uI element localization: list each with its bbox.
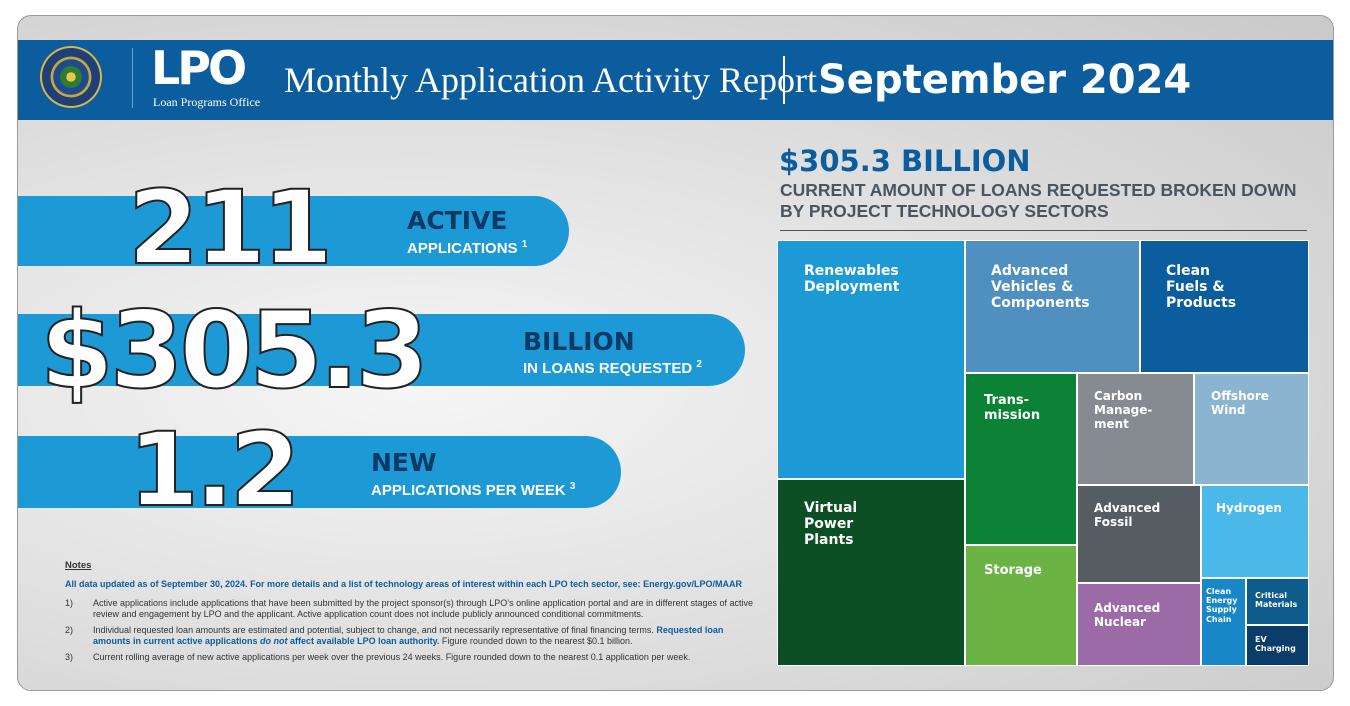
note-highlight: Requested loan amounts in current active…: [93, 625, 724, 646]
note-text: Figure rounded down to the nearest $0.1 …: [439, 636, 633, 646]
stat-pill-new: [18, 436, 621, 508]
stat-value-new: 1.2: [127, 411, 302, 530]
tile-clean-fuels: Clean Fuels & Products: [1140, 240, 1309, 373]
stat-pill-billion: [18, 314, 745, 386]
tile-virtual-power-plants: Virtual Power Plants: [777, 479, 965, 666]
notes-section: Notes All data updated as of September 3…: [65, 560, 755, 668]
tile-ev-charging: EV Charging: [1246, 625, 1309, 666]
treemap-amount: $305.3 BILLION: [779, 144, 1031, 178]
header-divider: [783, 56, 785, 104]
lpo-logo: LPO: [151, 41, 247, 95]
tile-clean-energy-supply-chain: Clean Energy Supply Chain: [1201, 578, 1246, 666]
note-text: Current rolling average of new active ap…: [93, 652, 691, 662]
stat-headline-new: NEW: [371, 448, 437, 477]
tile-advanced-vehicles: Advanced Vehicles & Components: [965, 240, 1140, 373]
stat-value-billion: $305.3: [39, 289, 430, 412]
note-text: Active applications include applications…: [93, 598, 754, 619]
treemap-rule: [780, 230, 1307, 231]
note-number: 1): [65, 598, 74, 608]
note-number: 3): [65, 652, 74, 662]
tile-hydrogen: Hydrogen: [1201, 485, 1309, 578]
note-text: Individual requested loan amounts are es…: [93, 625, 657, 635]
tile-renewables-deployment: Renewables Deployment: [777, 240, 965, 479]
stat-headline-active: ACTIVE: [407, 206, 508, 235]
tile-critical-materials: Critical Materials: [1246, 578, 1309, 625]
notes-title: Notes: [65, 560, 92, 571]
tile-carbon-management: Carbon Manage- ment: [1077, 373, 1194, 485]
tile-advanced-fossil: Advanced Fossil: [1077, 485, 1201, 583]
report-card: LPO Loan Programs Office Monthly Applica…: [17, 15, 1334, 691]
note-item: 3) Current rolling average of new active…: [65, 652, 755, 663]
stat-label-new: APPLICATIONS PER WEEK 3: [371, 481, 576, 499]
tile-advanced-nuclear: Advanced Nuclear: [1077, 583, 1201, 666]
tile-transmission: Trans- mission: [965, 373, 1077, 545]
header-divider: [132, 48, 133, 108]
stat-label-active: APPLICATIONS 1: [407, 239, 528, 257]
tile-storage: Storage: [965, 545, 1077, 666]
notes-intro: All data updated as of September 30, 202…: [65, 579, 743, 589]
treemap-description: CURRENT AMOUNT OF LOANS REQUESTED BROKEN…: [780, 180, 1297, 221]
doe-seal-icon: [40, 46, 102, 108]
lpo-logo-subtitle: Loan Programs Office: [153, 95, 261, 109]
stat-label-billion: IN LOANS REQUESTED 2: [523, 359, 702, 377]
report-title: Monthly Application Activity Report: [284, 60, 817, 100]
note-item: 1) Active applications include applicati…: [65, 598, 755, 620]
sector-treemap: Renewables Deployment Virtual Power Plan…: [777, 240, 1309, 666]
stat-value-active: 211: [127, 169, 334, 288]
tile-offshore-wind: Offshore Wind: [1194, 373, 1309, 485]
note-number: 2): [65, 625, 74, 635]
stat-pill-active: [18, 196, 569, 266]
stat-headline-billion: BILLION: [523, 327, 635, 356]
report-period: September 2024: [818, 57, 1192, 103]
note-item: 2) Individual requested loan amounts are…: [65, 625, 755, 647]
header-banner: LPO Loan Programs Office Monthly Applica…: [18, 40, 1333, 120]
